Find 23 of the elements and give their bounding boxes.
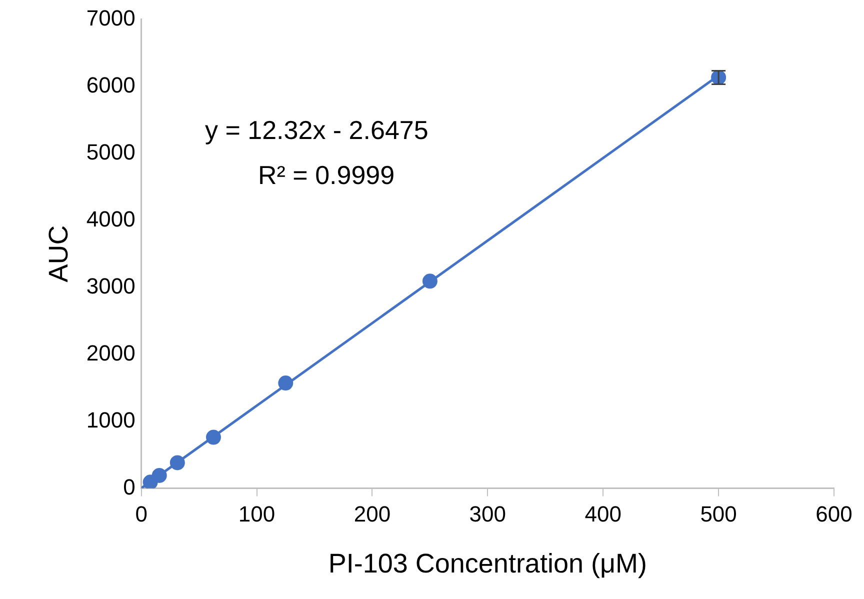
x-axis-title: PI-103 Concentration (μM)	[328, 548, 648, 578]
x-tick-label: 400	[584, 501, 622, 526]
y-tick-label: 6000	[86, 72, 136, 98]
x-tick-label: 100	[238, 501, 276, 526]
x-tick-label: 300	[469, 501, 506, 526]
point	[278, 376, 294, 391]
y-tick-label: 1000	[86, 407, 136, 432]
x-tick-label: 200	[354, 501, 391, 526]
y-tick-label: 2000	[86, 340, 136, 366]
y-tick-label: 7000	[86, 5, 136, 30]
annotation: y = 12.32x - 2.6475	[205, 115, 428, 146]
y-tick-label: 0	[123, 474, 136, 500]
x-tick-label: 500	[700, 501, 737, 526]
annotation: R² = 0.9999	[258, 160, 395, 190]
point	[422, 274, 438, 289]
y-tick-label: 5000	[86, 139, 136, 164]
point	[152, 468, 167, 483]
point	[170, 455, 185, 470]
y-tick-label: 4000	[86, 206, 136, 232]
x-tick-label: 600	[816, 501, 852, 526]
y-axis-title: AUC	[44, 225, 74, 282]
y-tick-label: 3000	[86, 273, 136, 298]
point	[206, 430, 221, 445]
